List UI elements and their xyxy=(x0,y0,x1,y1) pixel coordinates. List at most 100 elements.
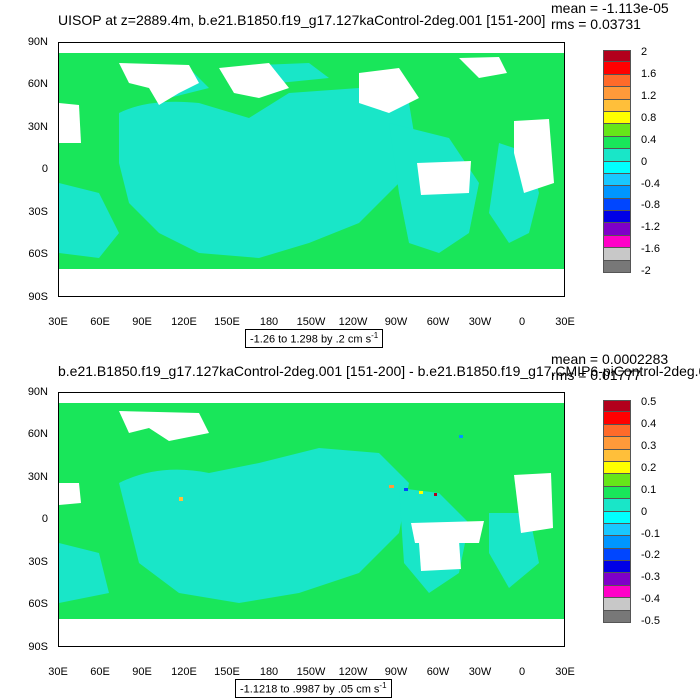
colorbar-swatch xyxy=(603,149,631,162)
colorbar-label: -0.2 xyxy=(641,549,660,562)
lat-label: 0 xyxy=(41,163,48,175)
colorbar-swatch xyxy=(603,561,631,574)
colorbar-label: 0.2 xyxy=(641,461,657,474)
anomaly-speck xyxy=(179,497,183,501)
colorbar-swatch xyxy=(603,173,631,187)
lon-label: 30E xyxy=(555,316,575,328)
lat-label: 90S xyxy=(28,641,48,653)
colorbar xyxy=(603,400,631,624)
cyan-region xyxy=(59,543,109,603)
lat-label: 60S xyxy=(28,248,48,260)
colorbar-label: -1.6 xyxy=(641,243,660,256)
rms-value: rms = 0.01777 xyxy=(551,367,641,383)
lon-label: 60E xyxy=(90,666,110,678)
lat-label: 60N xyxy=(27,428,48,440)
map-frame xyxy=(58,42,565,297)
colorbar-swatch xyxy=(603,573,631,586)
colorbar-label: -0.4 xyxy=(641,593,660,606)
lat-label: 60S xyxy=(28,598,48,610)
colorbar-label: 0 xyxy=(641,505,648,518)
mean-value: mean = -1.113e-05 xyxy=(551,0,669,16)
colorbar-swatch xyxy=(603,523,631,537)
colorbar-swatch xyxy=(603,87,631,100)
mean-value: mean = 0.0002283 xyxy=(551,351,669,367)
colorbar-swatch xyxy=(603,99,631,112)
colorbar-swatch xyxy=(603,437,631,450)
colorbar-swatch xyxy=(603,161,631,174)
colorbar-swatch xyxy=(603,235,631,249)
colorbar-swatch xyxy=(603,198,631,212)
plot-title: b.e21.B1850.f19_g17.127kaControl-2deg.00… xyxy=(58,363,700,379)
lon-label: 90W xyxy=(384,666,408,678)
colorbar-label: -0.8 xyxy=(641,199,660,212)
lat-label: 30N xyxy=(27,121,48,133)
lon-label: 30E xyxy=(48,666,68,678)
panel-bottom: b.e21.B1850.f19_g17.127kaControl-2deg.00… xyxy=(0,350,700,700)
lat-label: 90N xyxy=(27,386,48,398)
colorbar-label: 1.6 xyxy=(641,67,657,80)
lon-label: 120E xyxy=(171,666,197,678)
colorbar-label: 0.3 xyxy=(641,439,657,452)
plot-title: UISOP at z=2889.4m, b.e21.B1850.f19_g17.… xyxy=(58,12,546,28)
polar-mask xyxy=(59,269,564,296)
lon-label: 150W xyxy=(296,666,326,678)
lon-label: 30E xyxy=(555,666,575,678)
range-label: -1.1218 to .9987 by .05 cm s-1 xyxy=(235,679,392,698)
land-mask xyxy=(119,63,199,105)
cyan-region xyxy=(59,183,119,258)
lon-label: 90E xyxy=(132,666,152,678)
lat-label: 90N xyxy=(27,36,48,48)
colorbar-swatch xyxy=(603,610,631,624)
polar-mask xyxy=(59,393,564,403)
polar-mask xyxy=(59,619,564,646)
colorbar-label: 0.8 xyxy=(641,111,657,124)
colorbar-swatch xyxy=(603,424,631,438)
polar-mask xyxy=(59,43,564,53)
lat-label: 90S xyxy=(28,291,48,303)
lon-label: 0 xyxy=(518,666,526,678)
lon-label: 180 xyxy=(259,316,279,328)
lon-label: 30W xyxy=(468,316,492,328)
colorbar-swatch xyxy=(603,412,631,425)
anomaly-speck xyxy=(389,485,394,488)
land-mask xyxy=(59,483,81,505)
lon-label: 30E xyxy=(48,316,68,328)
colorbar-swatch xyxy=(603,211,631,224)
colorbar-swatch xyxy=(603,511,631,524)
colorbar-label: -1.2 xyxy=(641,221,660,234)
colorbar-swatch xyxy=(603,400,631,413)
colorbar-swatch xyxy=(603,461,631,475)
panel-top: UISOP at z=2889.4m, b.e21.B1850.f19_g17.… xyxy=(27,0,669,348)
land-mask xyxy=(514,473,553,533)
colorbar-swatch xyxy=(603,124,631,137)
colorbar-label: 1.2 xyxy=(641,89,657,102)
land-mask xyxy=(59,103,81,143)
cyan-region xyxy=(119,88,419,258)
lon-label: 60E xyxy=(90,316,110,328)
anomaly-speck xyxy=(434,493,437,496)
colorbar-swatch xyxy=(603,499,631,512)
colorbar-label: 0.5 xyxy=(641,396,657,408)
lon-label: 150E xyxy=(214,666,240,678)
lon-label: 0 xyxy=(518,316,526,328)
map-field xyxy=(59,43,564,296)
colorbar-label: -0.4 xyxy=(641,177,660,190)
lon-label: 150W xyxy=(296,316,326,328)
colorbar-swatch xyxy=(603,598,631,611)
lon-label: 150E xyxy=(214,316,240,328)
colorbar-swatch xyxy=(603,248,631,261)
lat-label: 0 xyxy=(41,513,48,525)
colorbar-label: -0.1 xyxy=(641,527,660,540)
lon-label: 90W xyxy=(384,316,408,328)
lat-label: 30S xyxy=(28,206,48,218)
land-mask xyxy=(417,161,471,195)
colorbar-label: 0 xyxy=(641,155,648,168)
colorbar-swatch xyxy=(603,136,631,150)
lat-label: 60N xyxy=(27,78,48,90)
colorbar-swatch xyxy=(603,62,631,75)
cyan-region xyxy=(119,448,409,603)
rms-value: rms = 0.03731 xyxy=(551,16,641,32)
colorbar xyxy=(603,50,631,274)
colorbar-label: -0.5 xyxy=(641,615,660,628)
lon-label: 60W xyxy=(426,316,450,328)
